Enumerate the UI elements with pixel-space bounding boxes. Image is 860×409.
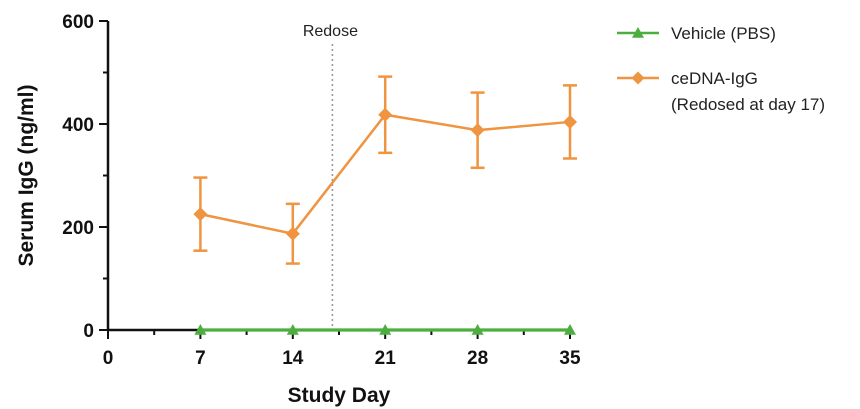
x-tick-label: 7	[195, 348, 206, 369]
series-vehicle	[194, 324, 576, 335]
y-tick-label: 0	[83, 321, 94, 342]
y-tick-label: 600	[62, 12, 94, 33]
data-point	[470, 123, 485, 138]
data-point	[471, 324, 484, 335]
x-tick-label: 35	[559, 348, 581, 369]
plot-area	[193, 75, 577, 335]
data-point	[194, 324, 207, 335]
legend: Vehicle (PBS) ceDNA-IgG (Redosed at day 17…	[617, 24, 825, 114]
axes: 0 200 400 600 0 7 14 21 28 35	[62, 12, 581, 369]
legend-label-line2: (Redosed at day 17)	[671, 95, 825, 114]
legend-marker	[631, 71, 645, 85]
data-point	[563, 114, 577, 129]
x-tick-label: 21	[375, 348, 397, 369]
legend-entry: ceDNA-IgG (Redosed at day 17)	[617, 69, 825, 114]
redose-annotation: Redose	[303, 23, 358, 328]
y-tick-label: 200	[62, 218, 94, 239]
legend-entry: Vehicle (PBS)	[617, 24, 776, 43]
y-tick-label: 400	[62, 115, 94, 136]
redose-label: Redose	[303, 23, 358, 40]
x-tick-label: 28	[467, 348, 488, 369]
series-cedna	[193, 75, 577, 265]
data-point	[378, 107, 393, 122]
data-point	[286, 324, 299, 335]
legend-label: Vehicle (PBS)	[671, 24, 776, 43]
x-axis-title: Study Day	[288, 384, 391, 407]
data-point	[564, 324, 576, 335]
x-tick-label: 14	[282, 348, 304, 369]
data-point	[193, 207, 208, 222]
data-point	[379, 324, 392, 335]
legend-label: ceDNA-IgG	[671, 69, 758, 88]
x-tick-label: 0	[103, 348, 114, 369]
legend-marker	[632, 27, 644, 38]
y-axis-title: Serum IgG (ng/ml)	[15, 84, 38, 266]
data-point	[285, 226, 300, 241]
